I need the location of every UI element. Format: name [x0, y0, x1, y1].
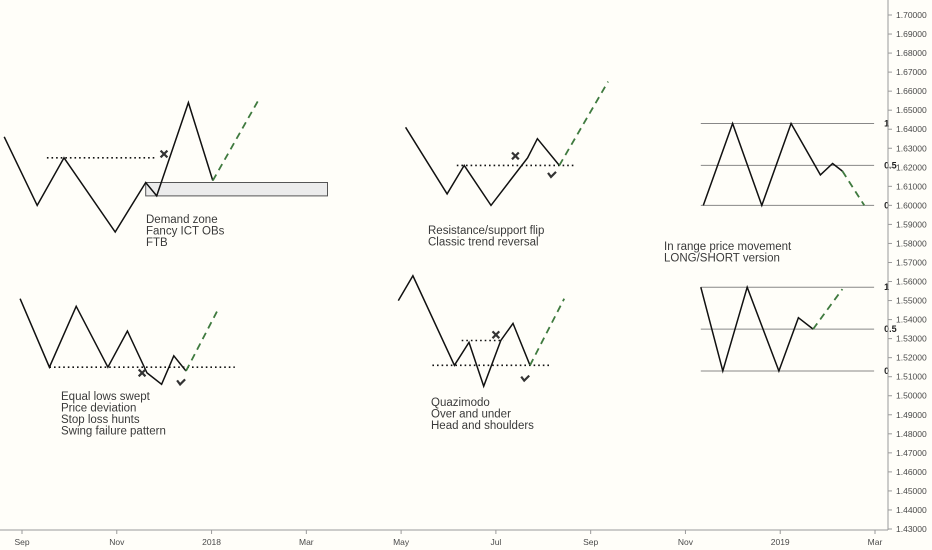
x-tick-label: 2018 — [202, 537, 221, 547]
y-tick-label: 1.53000 — [896, 334, 927, 344]
y-tick-label: 1.47000 — [896, 448, 927, 458]
quazimodo-projection — [529, 298, 566, 366]
demand-zone-label: Demand zone — [146, 214, 218, 226]
y-tick-label: 1.66000 — [896, 86, 927, 96]
y-tick-label: 1.52000 — [896, 353, 927, 363]
y-tick-label: 1.50000 — [896, 391, 927, 401]
equal-lows-price-path — [19, 298, 187, 386]
range-top-projection — [841, 170, 866, 206]
y-tick-label: 1.58000 — [896, 238, 927, 248]
price-lines-layer — [3, 81, 866, 389]
demand-zone-projection — [212, 98, 260, 182]
range-top-price-path — [702, 121, 843, 208]
x-tick-label: Mar — [868, 537, 883, 547]
y-tick-label: 1.70000 — [896, 10, 927, 20]
y-tick-label: 1.65000 — [896, 105, 927, 115]
y-tick-label: 1.48000 — [896, 429, 927, 439]
equal-lows-label: Equal lows swept — [61, 391, 151, 403]
range-bottom-projection — [812, 288, 844, 330]
demand-zone-zone-box — [145, 182, 328, 197]
demand-zone-price-path — [3, 100, 214, 234]
equal-lows-cross-mark — [137, 368, 147, 378]
y-tick-label: 1.63000 — [896, 143, 927, 153]
demand-zone-cross-mark — [159, 149, 169, 159]
y-tick-label: 1.57000 — [896, 257, 927, 267]
zones-layer — [145, 182, 328, 197]
y-tick-label: 1.55000 — [896, 296, 927, 306]
range-top-label: LONG/SHORT version — [664, 253, 780, 265]
range-bottom-level-label: 0 — [884, 366, 889, 376]
equal-lows-label: Stop loss hunts — [61, 414, 140, 426]
sr-flip-label: Classic trend reversal — [428, 237, 539, 249]
range-bottom-price-path — [700, 284, 814, 374]
y-tick-label: 1.64000 — [896, 124, 927, 134]
x-tick-label: Nov — [678, 537, 694, 547]
sr-flip-cross-mark — [511, 151, 520, 161]
y-tick-label: 1.45000 — [896, 486, 927, 496]
sr-flip-price-path — [404, 126, 560, 207]
range-top-label: In range price movement — [664, 241, 792, 253]
equal-lows-label: Swing failure pattern — [61, 426, 166, 438]
range-bottom-level-label: 1 — [884, 282, 889, 292]
quazimodo-price-path — [397, 274, 531, 389]
quazimodo-label: Over and under — [431, 409, 511, 421]
quazimodo-label: Quazimodo — [431, 397, 490, 409]
range-top-level-label: 1 — [884, 119, 889, 129]
sr-flip-check-mark — [547, 171, 557, 179]
y-tick-label: 1.49000 — [896, 410, 927, 420]
y-tick-label: 1.68000 — [896, 48, 927, 58]
y-tick-label: 1.46000 — [896, 467, 927, 477]
quazimodo-label: Head and shoulders — [431, 420, 534, 432]
demand-zone-label: Fancy ICT OBs — [146, 226, 225, 238]
y-tick-label: 1.60000 — [896, 200, 927, 210]
x-tick-label: Nov — [109, 537, 125, 547]
sr-flip-label: Resistance/support flip — [428, 225, 544, 237]
x-tick-label: Jul — [490, 537, 501, 547]
x-tick-label: Sep — [14, 537, 29, 547]
sr-flip-projection — [558, 81, 609, 166]
y-tick-label: 1.61000 — [896, 181, 927, 191]
y-tick-label: 1.43000 — [896, 524, 927, 534]
x-tick-label: Mar — [299, 537, 314, 547]
y-tick-label: 1.67000 — [896, 67, 927, 77]
range-top-level-label: 0 — [884, 200, 889, 210]
demand-zone-label: FTB — [146, 237, 168, 249]
equal-lows-label: Price deviation — [61, 403, 136, 415]
x-tick-label: 2019 — [771, 537, 790, 547]
y-tick-label: 1.59000 — [896, 219, 927, 229]
x-tick-label: May — [393, 537, 410, 547]
y-tick-label: 1.69000 — [896, 29, 927, 39]
equal-lows-check-mark — [176, 378, 186, 387]
marks-layer — [137, 149, 557, 387]
y-tick-label: 1.62000 — [896, 162, 927, 172]
x-tick-label: Sep — [583, 537, 598, 547]
y-tick-label: 1.54000 — [896, 315, 927, 325]
y-tick-label: 1.44000 — [896, 505, 927, 515]
range-top-level-label: 0.5 — [884, 160, 897, 170]
quazimodo-cross-mark — [491, 330, 501, 339]
y-tick-label: 1.51000 — [896, 372, 927, 382]
quazimodo-check-mark — [520, 374, 530, 383]
y-tick-label: 1.56000 — [896, 277, 927, 287]
range-bottom-level-label: 0.5 — [884, 324, 897, 334]
